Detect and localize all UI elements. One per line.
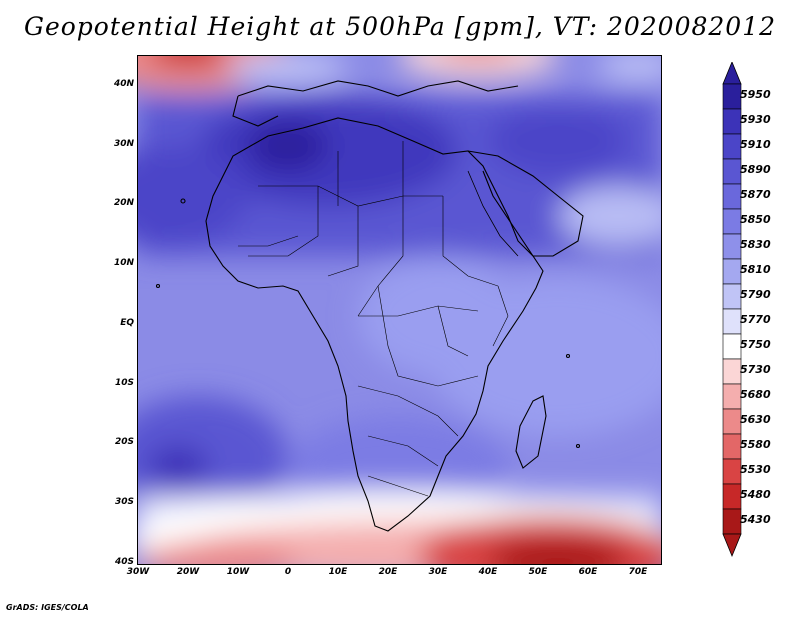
lat-label-eq: EQ	[120, 318, 134, 328]
colorbar-level-label: 5910	[740, 138, 771, 151]
colorbar-level-label: 5790	[740, 288, 771, 301]
lon-label-70e: 70E	[628, 567, 648, 577]
colorbar-level-label: 5850	[740, 213, 771, 226]
lon-label-0: 0	[284, 567, 292, 577]
colorbar-top-arrow	[722, 62, 742, 85]
colorbar-level-label: 5680	[740, 388, 771, 401]
colorbar-swatch	[722, 133, 742, 160]
colorbar-level-label: 5430	[740, 513, 771, 526]
colorbar	[722, 62, 742, 558]
lat-label-20n: 20N	[113, 198, 134, 208]
lon-label-20w: 20W	[176, 567, 200, 577]
colorbar-level-label: 5950	[740, 88, 771, 101]
colorbar-swatch	[722, 333, 742, 360]
colorbar-swatch	[722, 283, 742, 310]
lon-label-40e: 40E	[478, 567, 498, 577]
colorbar-swatch	[722, 508, 742, 535]
colorbar-swatch	[722, 158, 742, 185]
colorbar-level-label: 5830	[740, 238, 771, 251]
colorbar-swatch	[722, 408, 742, 435]
lat-label-10n: 10N	[113, 258, 134, 268]
colorbar-swatch	[722, 108, 742, 135]
colorbar-swatch	[722, 483, 742, 510]
lon-label-30w: 30W	[126, 567, 150, 577]
chart-title: Geopotential Height at 500hPa [gpm], VT:…	[23, 12, 777, 41]
colorbar-swatches	[722, 62, 742, 558]
lat-label-40s: 40S	[114, 557, 134, 567]
colorbar-level-label: 5930	[740, 113, 771, 126]
colorbar-swatch	[722, 458, 742, 485]
lon-label-50e: 50E	[528, 567, 548, 577]
lon-label-30e: 30E	[428, 567, 448, 577]
colorbar-swatch	[722, 383, 742, 410]
coastlines	[155, 80, 584, 532]
colorbar-swatch	[722, 233, 742, 260]
colorbar-bottom-arrow	[722, 533, 742, 558]
lat-label-20s: 20S	[114, 437, 134, 447]
colorbar-level-label: 5750	[740, 338, 771, 351]
colorbar-swatch	[722, 433, 742, 460]
height-field-map	[138, 56, 661, 564]
lon-label-10w: 10W	[226, 567, 250, 577]
colorbar-level-label: 5770	[740, 313, 771, 326]
colorbar-swatch	[722, 308, 742, 335]
colorbar-level-label: 5890	[740, 163, 771, 176]
lat-label-30s: 30S	[114, 497, 134, 507]
height-field-contours	[138, 56, 661, 564]
colorbar-level-label: 5630	[740, 413, 771, 426]
lat-label-30n: 30N	[113, 139, 134, 149]
lon-label-10e: 10E	[328, 567, 348, 577]
colorbar-level-label: 5810	[740, 263, 771, 276]
lat-label-10s: 10S	[114, 378, 134, 388]
colorbar-level-label: 5530	[740, 463, 771, 476]
colorbar-swatch	[722, 358, 742, 385]
colorbar-swatch	[722, 208, 742, 235]
lon-label-20e: 20E	[378, 567, 398, 577]
colorbar-swatch	[722, 83, 742, 110]
colorbar-level-label: 5480	[740, 488, 771, 501]
map-panel	[137, 55, 662, 565]
lat-label-40n: 40N	[113, 79, 134, 89]
lon-label-60e: 60E	[578, 567, 598, 577]
colorbar-swatch	[722, 183, 742, 210]
colorbar-level-label: 5730	[740, 363, 771, 376]
colorbar-level-label: 5870	[740, 188, 771, 201]
colorbar-level-label: 5580	[740, 438, 771, 451]
credit-text: GrADS: IGES/COLA	[6, 603, 89, 612]
colorbar-swatch	[722, 258, 742, 285]
